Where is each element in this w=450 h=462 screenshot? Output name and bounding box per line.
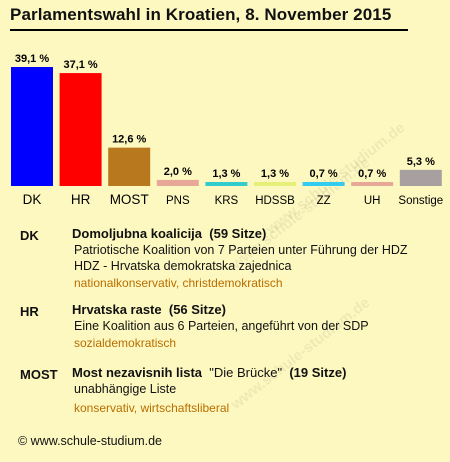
party-seats: (59 Sitze) xyxy=(209,226,267,241)
bar-value-label: 0,7 % xyxy=(310,168,338,180)
party-orientation: sozialdemokratisch xyxy=(74,336,177,350)
category-label: Sonstige xyxy=(398,195,443,207)
category-label: MOST xyxy=(110,192,149,207)
title-underline xyxy=(10,29,408,31)
bar-value-label: 12,6 % xyxy=(112,134,146,146)
party-abbr: MOST xyxy=(20,367,58,382)
party-nickname: "Die Brücke" xyxy=(209,365,283,380)
party-name: Most nezavisnih lista "Die Brücke" (19 S… xyxy=(72,365,346,380)
bar-sonstige xyxy=(399,169,442,186)
bar-value-label: 1,3 % xyxy=(261,168,289,180)
bar-uh xyxy=(351,182,394,186)
category-label: KRS xyxy=(215,195,239,207)
bar-hdssb xyxy=(254,182,296,186)
bar-zz xyxy=(302,182,345,186)
party-description-line: Eine Koalition aus 6 Parteien, angeführt… xyxy=(74,319,369,333)
bar-value-label: 0,7 % xyxy=(358,168,386,180)
party-description-line: HDZ - Hrvatska demokratska zajednica xyxy=(74,259,292,273)
party-name-text: Domoljubna koalicija xyxy=(72,226,203,241)
page-title: Parlamentswahl in Kroatien, 8. November … xyxy=(10,5,392,24)
bar-dk xyxy=(11,67,53,186)
bar-krs xyxy=(205,182,248,186)
party-name-text: Hrvatska raste xyxy=(72,302,162,317)
category-label: PNS xyxy=(166,195,190,207)
party-name-text: Most nezavisnih lista xyxy=(72,365,203,380)
category-label: DK xyxy=(23,192,42,207)
party-name: Domoljubna koalicija (59 Sitze) xyxy=(72,226,266,241)
party-name: Hrvatska raste (56 Sitze) xyxy=(72,302,226,317)
bar-most xyxy=(108,147,151,186)
party-description-line: unabhängige Liste xyxy=(74,382,177,396)
bar-value-label: 39,1 % xyxy=(15,53,49,65)
copyright-footer: © www.schule-studium.de xyxy=(18,434,162,448)
watermark: www.schule-studium.de xyxy=(227,294,374,413)
category-label: ZZ xyxy=(317,195,331,207)
party-abbr: HR xyxy=(20,304,39,319)
party-orientation: nationalkonservativ, christdemokratisch xyxy=(74,276,283,290)
party-abbr: DK xyxy=(20,228,39,243)
party-seats: (19 Sitze) xyxy=(289,365,347,380)
category-label: HDSSB xyxy=(255,195,295,207)
party-orientation: konservativ, wirtschaftsliberal xyxy=(74,401,230,415)
party-seats: (56 Sitze) xyxy=(168,302,226,317)
bar-chart: 39,1 % DK 37,1 % HR 12,6 % MOST 2,0 % PNS 1,3 % K… xyxy=(10,53,443,207)
category-label: HR xyxy=(71,192,91,207)
bar-value-label: 37,1 % xyxy=(63,59,97,71)
bar-value-label: 2,0 % xyxy=(164,166,192,178)
bar-value-label: 1,3 % xyxy=(212,168,240,180)
bar-value-label: 5,3 % xyxy=(407,156,435,168)
bar-pns xyxy=(156,179,199,186)
party-description-line: Patriotische Koalition von 7 Parteien un… xyxy=(74,243,408,257)
bar-hr xyxy=(59,73,102,186)
category-label: UH xyxy=(364,195,381,207)
